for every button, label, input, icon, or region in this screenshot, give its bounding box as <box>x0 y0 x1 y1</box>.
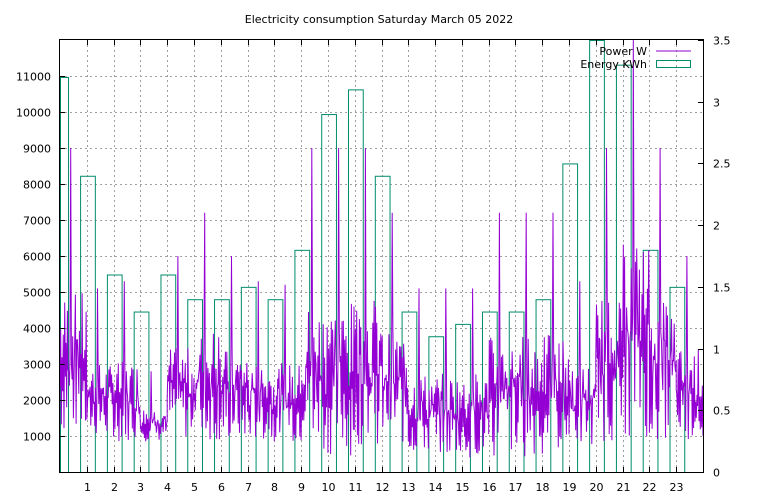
x-tick-label: 19 <box>563 481 577 494</box>
y-tick-label: 4000 <box>23 323 51 336</box>
y2-tick-label: 3 <box>713 97 720 110</box>
y2-tick-label: 0.5 <box>713 405 731 418</box>
x-tick-label: 13 <box>402 481 416 494</box>
y2-tick-label: 2 <box>713 220 720 233</box>
x-tick-label: 10 <box>322 481 336 494</box>
y2-tick-label: 0 <box>713 467 720 480</box>
y-tick-label: 1000 <box>23 431 51 444</box>
x-tick-label: 5 <box>191 481 198 494</box>
x-tick-label: 1 <box>84 481 91 494</box>
y-tick-label: 8000 <box>23 179 51 192</box>
energy-bar <box>267 299 284 474</box>
y2-tick-label: 2.5 <box>713 158 731 171</box>
y2-tick-label: 1.5 <box>713 282 731 295</box>
x-tick-label: 17 <box>509 481 523 494</box>
chart-title: Electricity consumption Saturday March 0… <box>245 13 513 26</box>
y-tick-label: 9000 <box>23 143 51 156</box>
y-tick-label: 2000 <box>23 395 51 408</box>
legend-label-energy: Energy KWh <box>580 58 647 71</box>
x-tick-label: 16 <box>483 481 497 494</box>
y2-tick-label: 3.5 <box>713 35 731 48</box>
x-tick-label: 11 <box>349 481 363 494</box>
y-tick-label: 6000 <box>23 251 51 264</box>
y-tick-label: 3000 <box>23 359 51 372</box>
power-series <box>59 39 704 458</box>
x-tick-label: 21 <box>617 481 631 494</box>
energy-bar <box>669 286 686 473</box>
y-axis-right: 0 0.5 1 1.5 2 2.5 3 3.5 <box>698 35 731 480</box>
x-axis: 1 2 3 4 5 6 7 8 9 10 11 12 13 14 15 16 17 18 19 20 21 22 23 <box>84 40 684 494</box>
x-tick-label: 3 <box>137 481 144 494</box>
x-tick-label: 14 <box>429 481 443 494</box>
legend: Power W Energy KWh <box>580 45 691 71</box>
y-tick-label: 7000 <box>23 215 51 228</box>
x-tick-label: 4 <box>164 481 171 494</box>
y2-tick-label: 1 <box>713 344 720 357</box>
legend-label-power: Power W <box>599 45 647 58</box>
power-line <box>59 39 704 458</box>
x-tick-label: 15 <box>456 481 470 494</box>
x-tick-label: 23 <box>670 481 684 494</box>
y-tick-label: 11000 <box>16 71 51 84</box>
x-tick-label: 7 <box>245 481 252 494</box>
x-tick-label: 18 <box>536 481 550 494</box>
y-tick-label: 5000 <box>23 287 51 300</box>
legend-swatch-energy <box>656 60 691 68</box>
x-tick-label: 6 <box>218 481 225 494</box>
y-tick-label: 10000 <box>16 107 51 120</box>
x-tick-label: 2 <box>111 481 118 494</box>
y-axis-left: 1000 2000 3000 4000 5000 6000 7000 8000 9000 1000… <box>16 71 65 444</box>
x-tick-label: 22 <box>643 481 657 494</box>
x-tick-label: 12 <box>376 481 390 494</box>
x-tick-label: 9 <box>298 481 305 494</box>
x-tick-label: 20 <box>590 481 604 494</box>
x-tick-label: 8 <box>271 481 278 494</box>
plot-frame <box>59 39 704 473</box>
